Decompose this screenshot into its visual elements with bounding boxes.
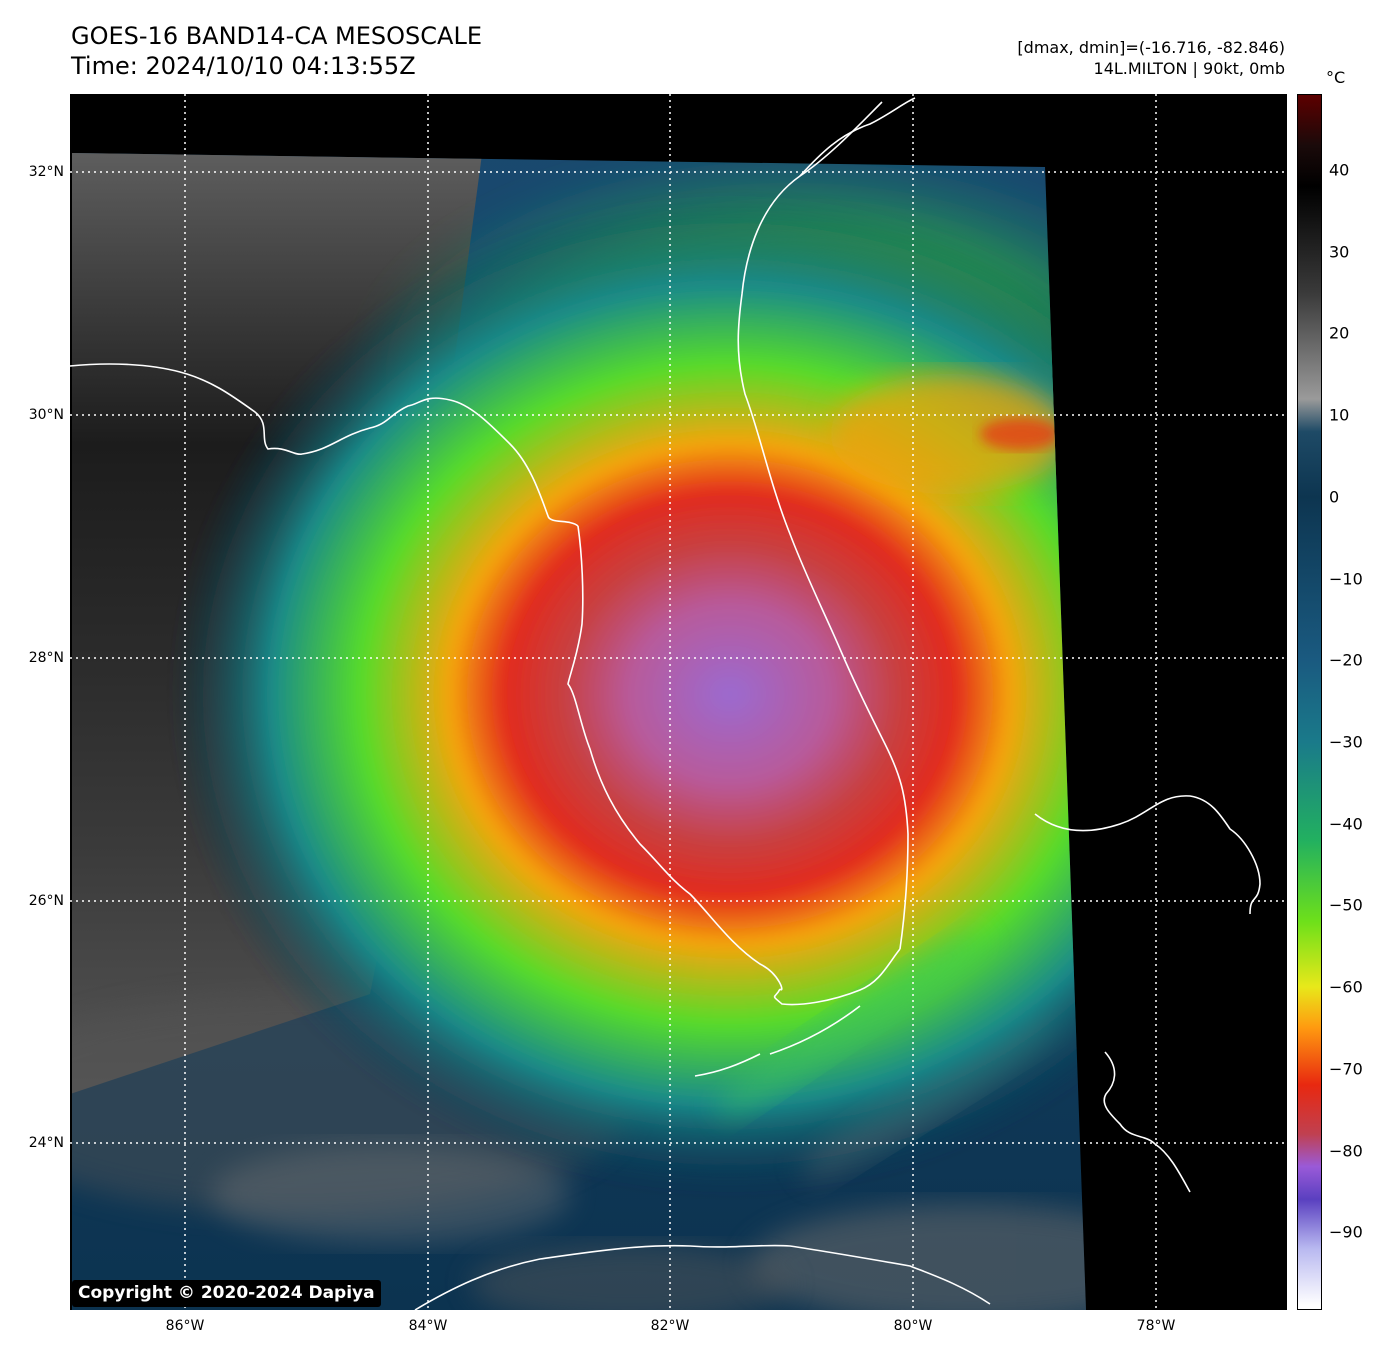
colorbar-tick-label: −70 [1329,1059,1363,1079]
longitude-label: 86°W [165,1318,205,1334]
colorbar-tick-label: 10 [1329,405,1350,425]
panhandle-coast [70,363,579,527]
colorbar-tick-label: 0 [1329,487,1340,507]
latitude-label: 28°N [28,650,64,666]
latitude-label: 24°N [28,1135,64,1151]
longitude-label: 84°W [408,1318,448,1334]
latitude-label: 30°N [28,407,64,423]
colorbar-unit: °C [1326,68,1346,87]
longitude-label: 82°W [650,1318,690,1334]
colorbar-tick-label: −30 [1329,732,1363,752]
cuba-coast [414,1244,991,1310]
figure-timestamp: Time: 2024/10/10 04:13:55Z [71,52,416,80]
imagery-swath [72,153,1086,1310]
storm-info-text: 14L.MILTON | 90kt, 0mb [1093,59,1285,78]
florida-west-coast [567,525,783,991]
colorbar-tick-label: 20 [1329,323,1350,343]
florida-east-coast [737,101,909,950]
latitude-label: 32°N [28,164,64,180]
colorbar-tick-label: −10 [1329,569,1363,589]
georgia-sc-coast [799,97,916,177]
colorbar-tick-label: −40 [1329,814,1363,834]
coastlines [70,97,1261,1310]
colorbar-tick-label: −60 [1329,977,1363,997]
colorbar-tick-label: −50 [1329,895,1363,915]
colorbar-canvas [1297,94,1322,1310]
colorbar-tick-label: 40 [1329,160,1350,180]
andros-island [1103,1051,1191,1193]
colorbar-tick-label: −20 [1329,650,1363,670]
colorbar-tick-label: −90 [1329,1222,1363,1242]
grand-bahama [1034,795,1261,915]
florida-keys [694,1005,861,1077]
copyright-badge: Copyright © 2020-2024 Dapiya [72,1280,381,1307]
figure-title: GOES-16 BAND14-CA MESOSCALE [71,22,482,50]
colorbar [1297,94,1322,1310]
longitude-label: 80°W [893,1318,933,1334]
satellite-map-canvas [70,94,1287,1310]
longitude-label: 78°W [1136,1318,1176,1334]
gridlines [70,94,1287,1310]
florida-southern-tip [773,948,901,1006]
data-range-text: [dmax, dmin]=(-16.716, -82.846) [1017,38,1285,57]
colorbar-tick-label: −80 [1329,1141,1363,1161]
colorbar-tick-label: 30 [1329,242,1350,262]
satellite-map [70,94,1287,1310]
latitude-label: 26°N [28,893,64,909]
